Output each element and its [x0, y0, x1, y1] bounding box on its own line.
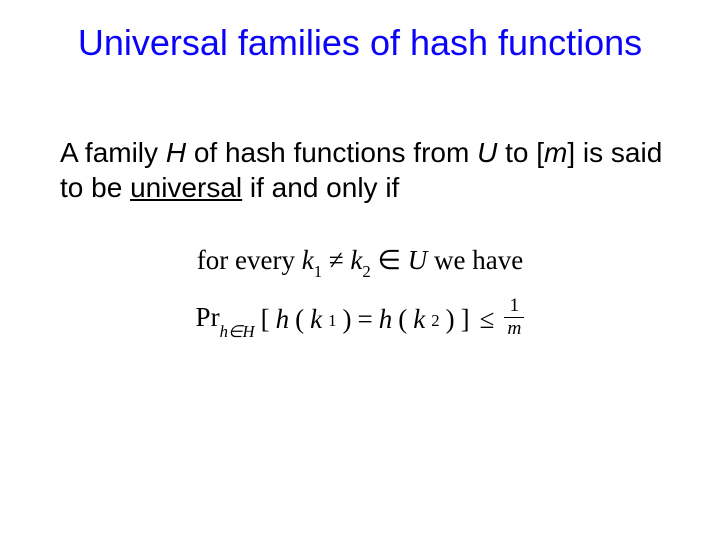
body-text-5: if and only if — [242, 172, 399, 203]
sub-h: h — [220, 322, 228, 341]
f-k1-sub: 1 — [314, 262, 322, 281]
var-m: m — [544, 137, 567, 168]
sub-in-icon: ∈ — [228, 322, 243, 341]
term-universal: universal — [130, 172, 242, 203]
f-k1-k: k — [302, 245, 314, 275]
sub-H: H — [243, 322, 255, 341]
slide-body: A family H of hash functions from U to [… — [60, 135, 670, 205]
lp2: ( — [398, 304, 407, 335]
body-text-1: A family — [60, 137, 166, 168]
f-hk1-s: 1 — [328, 311, 336, 331]
var-U: U — [477, 137, 497, 168]
in-icon: ∈ — [378, 245, 402, 275]
eq-icon: = — [357, 304, 372, 335]
rbracket: ] — [461, 304, 470, 335]
frac-num: 1 — [507, 296, 523, 316]
pr-subscript: h∈H — [220, 322, 255, 341]
body-text-2: of hash functions from — [186, 137, 477, 168]
f-prefix: for every — [197, 245, 302, 275]
formula-block: for every k1 ≠ k2 ∈ U we have Prh∈H[h(k1… — [0, 245, 720, 340]
f-Pr: Prh∈H — [196, 302, 255, 337]
rp2: ) — [446, 304, 455, 335]
f-h2: h — [379, 304, 393, 335]
f-k2-sub: 2 — [362, 262, 370, 281]
fraction: 1 m — [504, 296, 524, 338]
var-H: H — [166, 137, 186, 168]
leq-icon: ≤ — [476, 304, 499, 335]
lp1: ( — [295, 304, 304, 335]
pr-text: Pr — [196, 302, 220, 332]
slide: Universal families of hash functions A f… — [0, 0, 720, 540]
formula-line-2: Prh∈H[h(k1) = h(k2)] ≤ 1 m — [196, 298, 525, 340]
f-k2-k: k — [350, 245, 362, 275]
f-hk1-k: k — [310, 304, 322, 335]
body-text-3: to [ — [497, 137, 544, 168]
rp1: ) — [342, 304, 351, 335]
slide-title: Universal families of hash functions — [0, 22, 720, 64]
f-h1: h — [276, 304, 290, 335]
f-Uset: U — [408, 245, 428, 275]
formula-line-1: for every k1 ≠ k2 ∈ U we have — [0, 245, 720, 280]
f-suffix: we have — [434, 245, 523, 275]
f-hk2-k: k — [413, 304, 425, 335]
frac-den: m — [504, 317, 524, 338]
lbracket: [ — [261, 304, 270, 335]
neq-icon: ≠ — [329, 245, 344, 276]
f-hk2-s: 2 — [431, 311, 439, 331]
